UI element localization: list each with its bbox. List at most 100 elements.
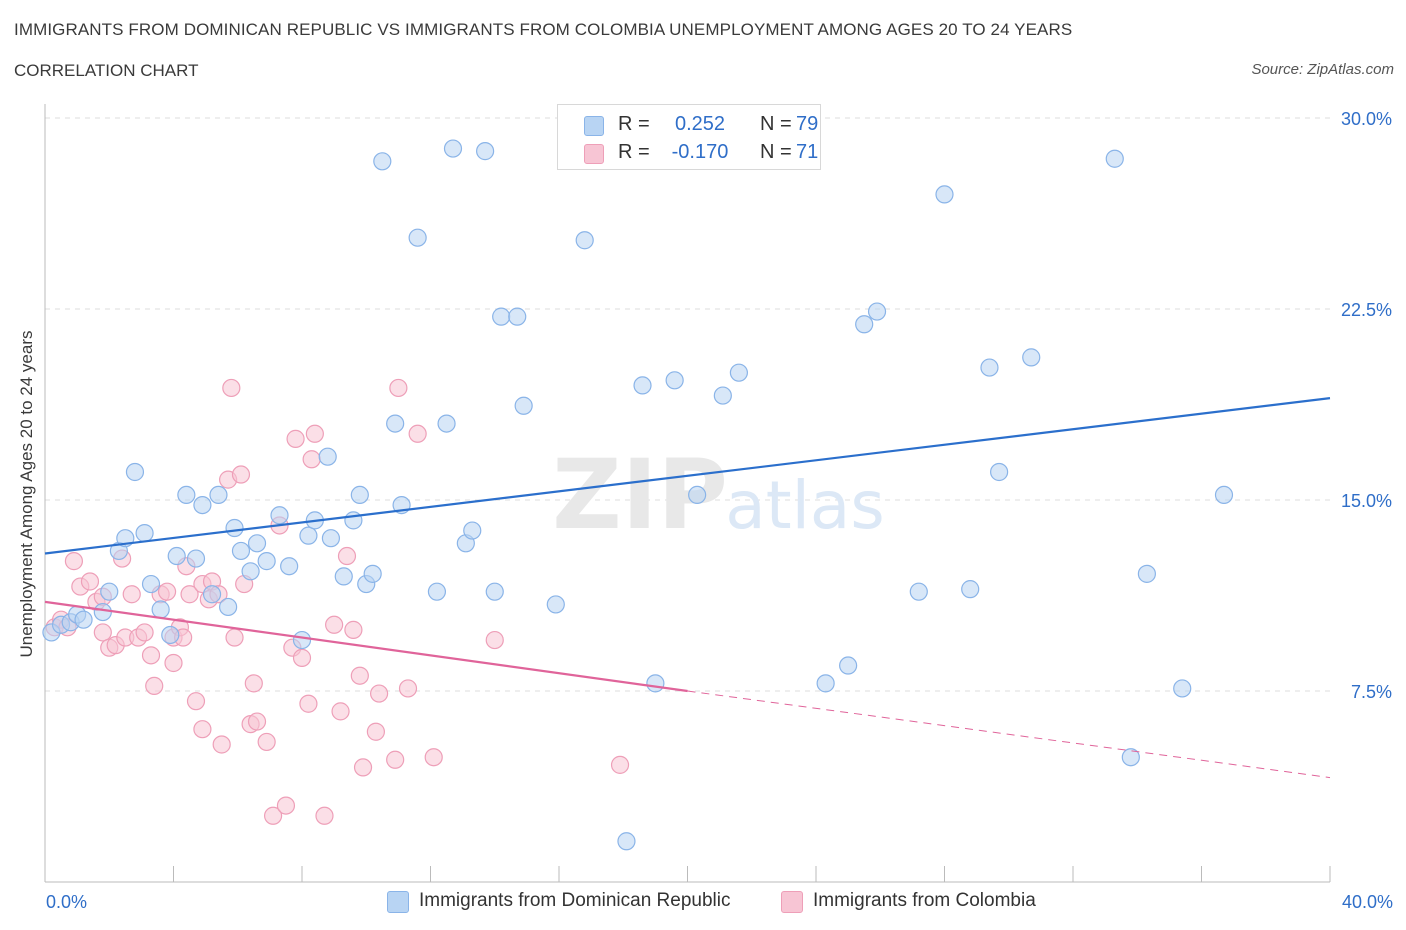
dominican-point xyxy=(373,152,392,171)
axes xyxy=(44,104,1331,883)
dominican-point xyxy=(74,610,93,629)
colombia-point xyxy=(398,679,418,698)
dominican-point xyxy=(219,597,238,617)
legend-n-value: 71 xyxy=(796,141,819,163)
dominican-point xyxy=(350,485,369,505)
dominican-point xyxy=(990,462,1009,482)
colombia-point xyxy=(325,615,344,634)
chart-title: IMMIGRANTS FROM DOMINICAN REPUBLIC VS IM… xyxy=(14,20,1073,39)
colombia-point xyxy=(302,450,321,469)
colombia-point xyxy=(276,796,296,815)
dominican-point xyxy=(575,231,594,250)
colombia-trend-line xyxy=(44,600,688,693)
legend-n-value: 79 xyxy=(796,113,819,135)
legend-n-label: N = xyxy=(760,141,792,163)
legend-r-label: R = xyxy=(618,141,650,163)
legend-swatch-pink xyxy=(584,144,604,164)
dominican-point xyxy=(485,582,504,601)
watermark-atlas: atlas xyxy=(725,467,885,544)
colombia-points xyxy=(45,378,630,825)
dominican-point xyxy=(839,656,858,675)
dominican-point xyxy=(867,302,887,321)
dominican-point xyxy=(617,832,636,851)
colombia-point xyxy=(263,806,283,825)
colombia-point xyxy=(370,684,389,703)
y-tick-label: 7.5% xyxy=(1351,682,1392,702)
dominican-point xyxy=(292,630,312,650)
colombia-point xyxy=(122,585,141,604)
colombia-point xyxy=(337,546,357,566)
legend-r-label: R = xyxy=(618,113,650,135)
colombia-point xyxy=(93,623,112,642)
dominican-point xyxy=(443,139,463,158)
y-axis-label: Unemployment Among Ages 20 to 24 years xyxy=(17,330,36,658)
dominican-trend-line xyxy=(44,397,1331,555)
dominican-point xyxy=(909,582,928,601)
colombia-point xyxy=(299,694,318,713)
dominican-point xyxy=(270,506,289,525)
colombia-point xyxy=(315,806,334,825)
dominican-point xyxy=(363,564,382,583)
dominican-point xyxy=(231,541,251,561)
dominican-point xyxy=(225,518,244,538)
dominican-point xyxy=(546,595,565,614)
bottom-legend-label: Immigrants from Colombia xyxy=(813,890,1036,911)
x-tick-label: 0.0% xyxy=(46,892,87,912)
colombia-point xyxy=(350,666,369,685)
dominican-point xyxy=(93,602,112,622)
colombia-point xyxy=(157,582,177,601)
colombia-point xyxy=(222,378,241,398)
y-tick-label: 22.5% xyxy=(1341,300,1392,320)
y-tick-label: 15.0% xyxy=(1341,491,1392,511)
dominican-point xyxy=(125,462,145,482)
colombia-point xyxy=(257,732,276,752)
dominican-point xyxy=(1173,679,1192,698)
dominican-point xyxy=(508,307,527,326)
dominican-point xyxy=(1137,564,1156,583)
dominican-point xyxy=(202,585,222,604)
dominican-point xyxy=(247,534,267,553)
colombia-point xyxy=(135,623,154,642)
colombia-trend-extension xyxy=(687,690,1331,779)
grid-lines xyxy=(45,117,1330,692)
colombia-point xyxy=(389,378,408,398)
dominican-point xyxy=(334,567,353,586)
colombia-point xyxy=(353,758,373,777)
colombia-point xyxy=(286,429,305,448)
dominican-point xyxy=(321,529,341,548)
dominican-point xyxy=(1105,149,1124,168)
dominican-point xyxy=(193,495,212,515)
dominican-point xyxy=(427,582,447,601)
dominican-point xyxy=(141,574,161,594)
dominican-point xyxy=(1022,348,1041,367)
dominican-point xyxy=(816,674,835,693)
dominican-point xyxy=(209,485,228,505)
legend-r-value: 0.252 xyxy=(674,113,726,135)
colombia-point xyxy=(180,585,199,604)
dominican-point xyxy=(186,549,206,568)
dominican-point xyxy=(713,386,732,405)
colombia-point xyxy=(212,735,231,754)
colombia-point xyxy=(424,748,443,767)
dominican-point xyxy=(167,546,186,566)
colombia-point xyxy=(141,646,161,665)
bottom-legend-swatch-pink xyxy=(781,891,803,913)
colombia-point xyxy=(80,572,100,591)
trend-lines xyxy=(44,397,1331,779)
source-note: Source: ZipAtlas.com xyxy=(1251,61,1394,78)
dominican-point xyxy=(492,307,511,326)
y-tick-label: 30.0% xyxy=(1341,109,1392,129)
dominican-point xyxy=(633,376,652,395)
colombia-point xyxy=(331,702,350,721)
correlation-legend: R = 0.252 N = 79 R = -0.170 N = 71 xyxy=(557,104,821,170)
dominican-point xyxy=(1121,748,1140,767)
dominican-point xyxy=(855,315,874,334)
dominican-point xyxy=(463,521,482,540)
dominican-point xyxy=(646,674,665,693)
dominican-point xyxy=(135,524,154,543)
x-tick-label: 40.0% xyxy=(1342,892,1393,912)
dominican-point xyxy=(151,600,170,619)
legend-swatch-blue xyxy=(584,116,604,136)
dominican-point xyxy=(161,625,180,645)
